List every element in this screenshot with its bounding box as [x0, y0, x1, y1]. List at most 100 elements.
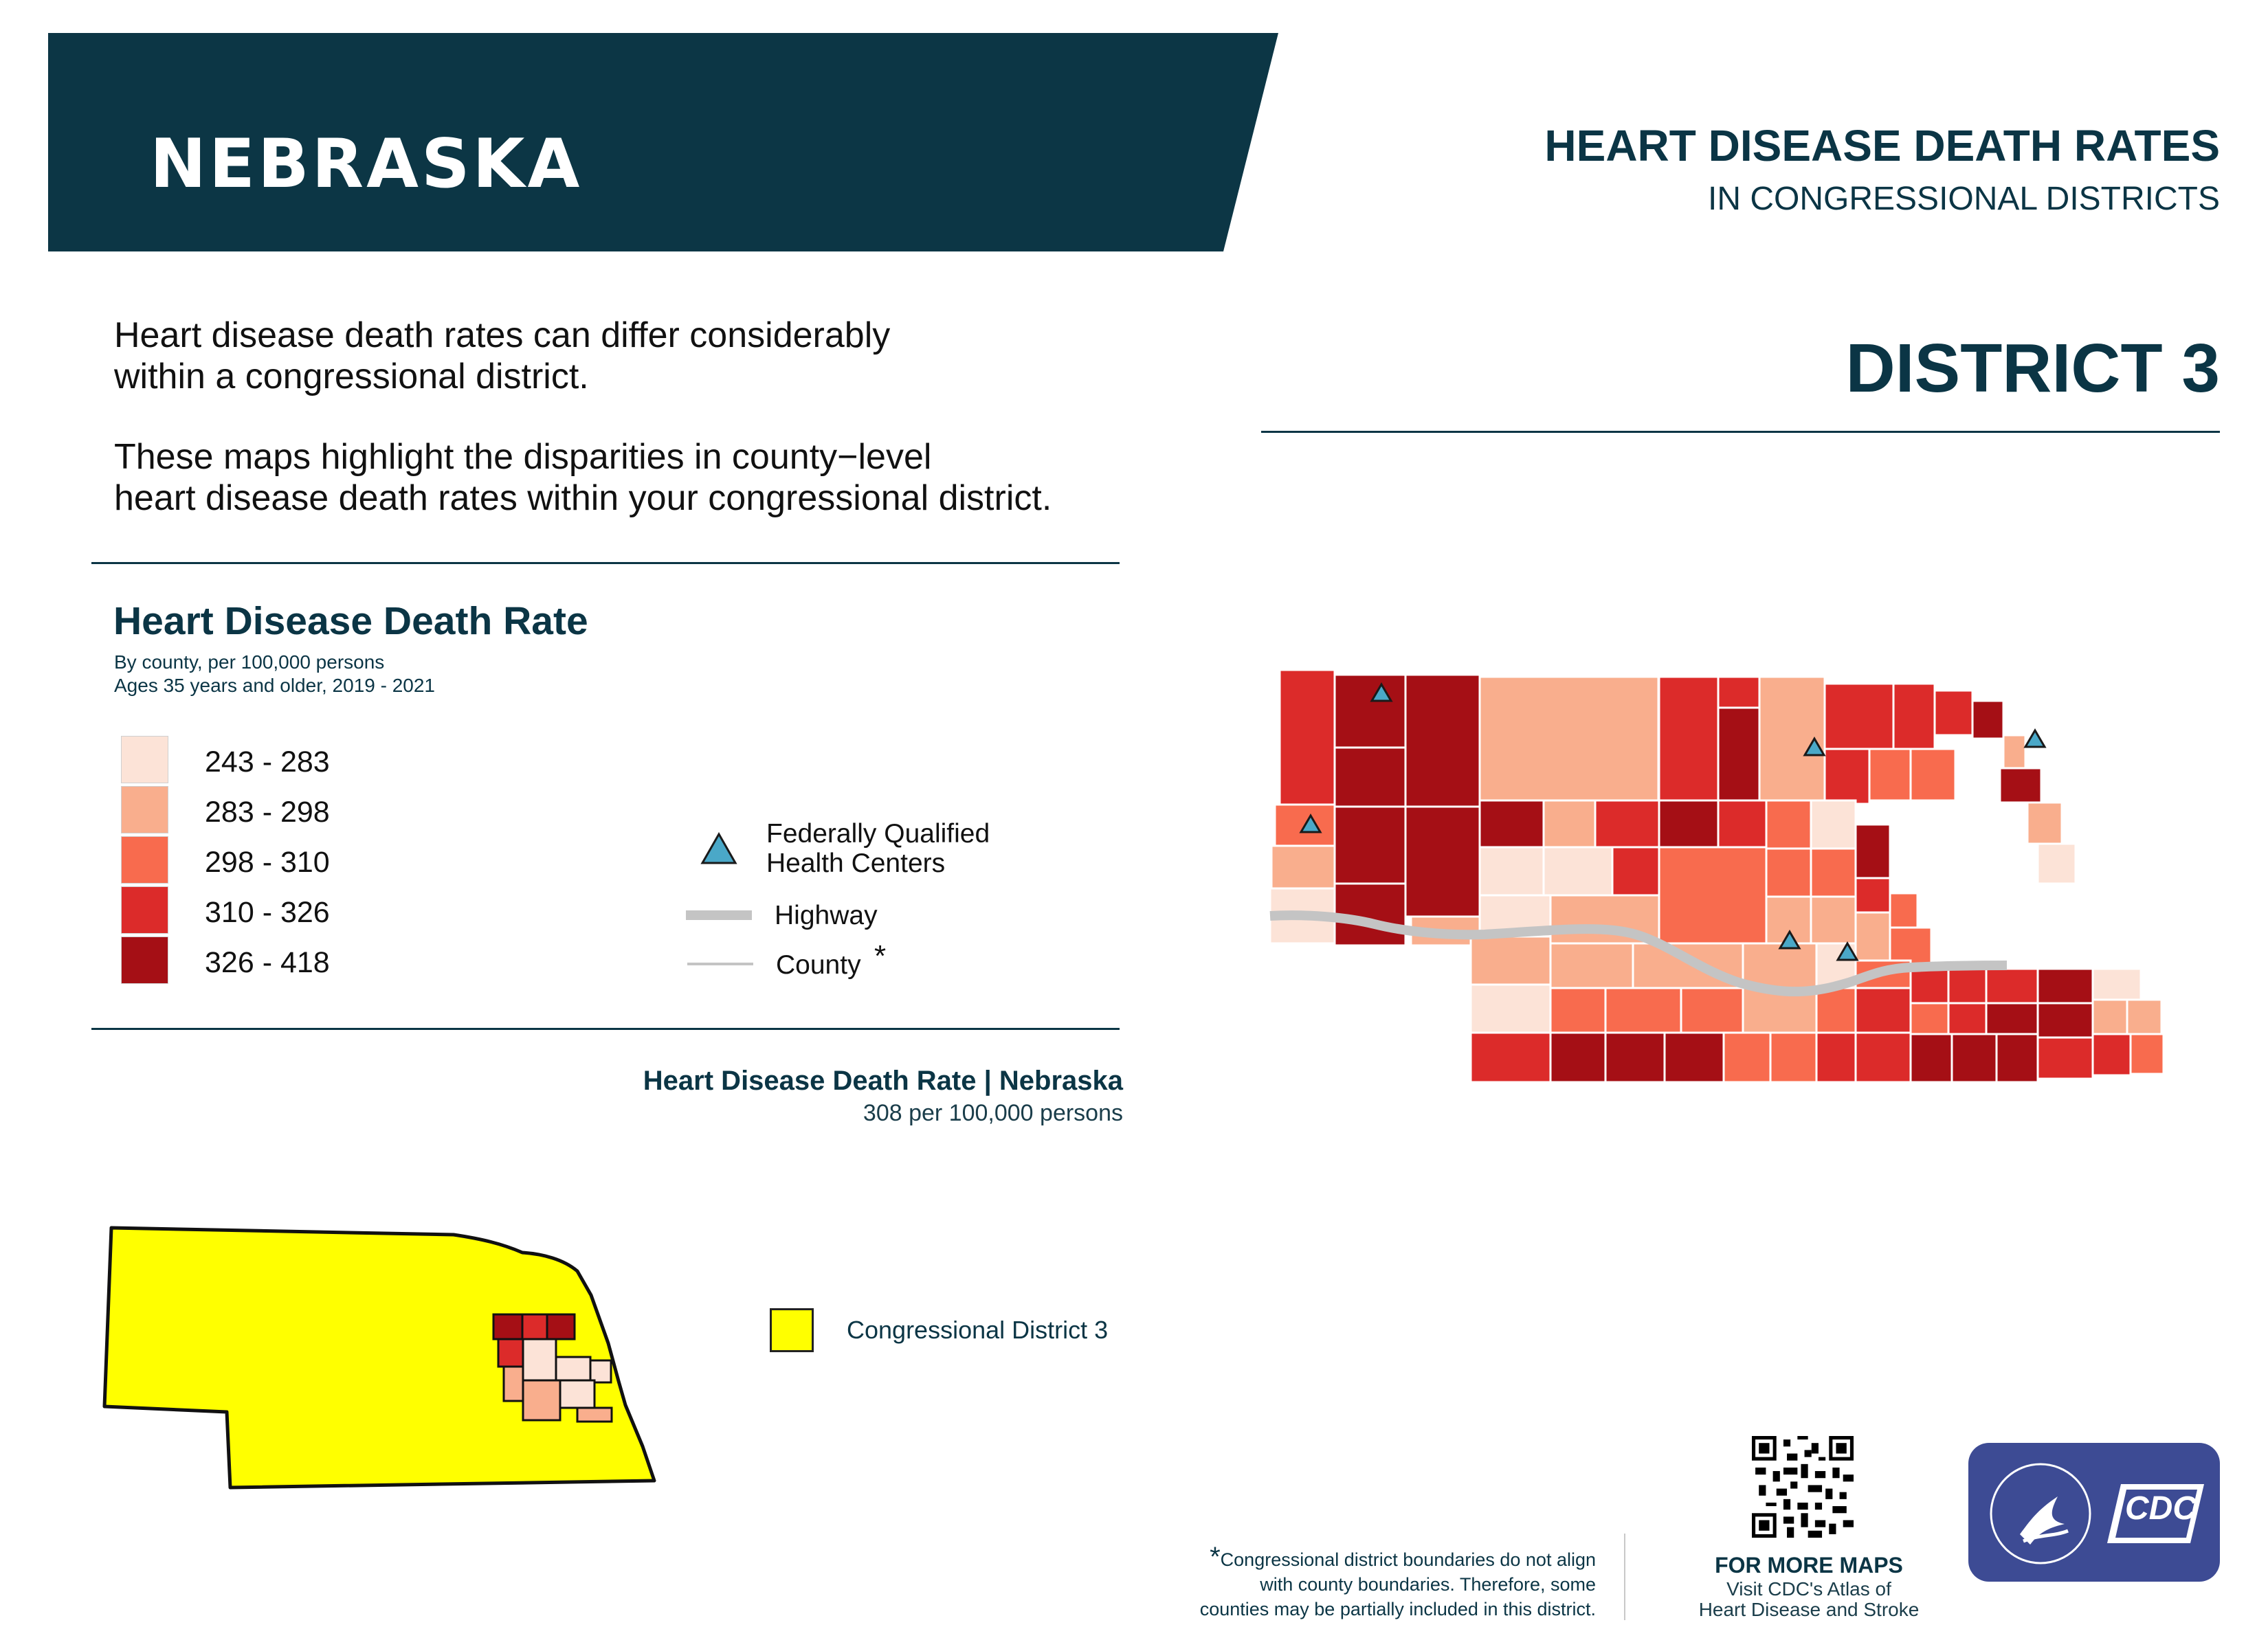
county [1717, 706, 1761, 802]
footnote-line: *Congressional district boundaries do no… [1210, 1542, 1596, 1572]
county [1333, 805, 1407, 885]
county-legend-line [687, 963, 753, 965]
legend-subtitle-line: Ages 35 years and older, 2019 - 2021 [114, 675, 436, 696]
county [1604, 987, 1682, 1034]
county [1549, 942, 1634, 989]
highway-legend-label: Highway [775, 901, 878, 930]
footnote-line: counties may be partially included in th… [1199, 1599, 1596, 1619]
county [1909, 748, 1957, 802]
fqhc-legend-icon [700, 831, 737, 864]
qr-code[interactable] [1752, 1436, 1854, 1538]
hhs-seal-icon [1990, 1463, 2091, 1564]
county [1469, 935, 1552, 986]
county [1999, 767, 2043, 804]
county [2091, 967, 2142, 1001]
county [1717, 675, 1761, 709]
county [2036, 1036, 2094, 1080]
fqhc-legend-line: Federally Qualified [766, 819, 990, 849]
district-label: DISTRICT 3 [1845, 330, 2220, 407]
county [1478, 846, 1545, 897]
county [1810, 847, 1857, 898]
county [1889, 892, 1919, 929]
district-county [502, 1365, 524, 1402]
county [1995, 1033, 2039, 1084]
district-county [522, 1338, 557, 1382]
fqhc-legend-label: Federally Qualified Health Centers [766, 819, 990, 878]
county [1985, 967, 2039, 1005]
intro-line: Heart disease death rates can differ con… [114, 315, 891, 355]
district-legend-label: Congressional District 3 [847, 1316, 1109, 1344]
legend-title: Heart Disease Death Rate [113, 599, 588, 643]
fqhc-marker [1370, 682, 1393, 702]
county [1769, 1031, 1818, 1084]
county [1542, 799, 1597, 849]
county [1658, 675, 1720, 802]
county [1947, 1002, 1988, 1035]
county [1765, 799, 1812, 850]
report-title: HEART DISEASE DEATH RATES [1544, 121, 2220, 170]
county [1333, 673, 1407, 749]
district-county [521, 1313, 548, 1340]
county [1278, 669, 1336, 806]
county [1933, 689, 1974, 737]
fqhc-marker [1803, 737, 1826, 756]
county [1815, 987, 1857, 1034]
highway-legend-line [686, 910, 752, 920]
county [2036, 842, 2077, 885]
county [1611, 846, 1660, 897]
atlas-line: Heart Disease and Stroke [1698, 1599, 1920, 1620]
fqhc-marker [1299, 814, 1322, 833]
district-county [589, 1359, 612, 1384]
legend-bin-label: 326 - 418 [205, 946, 330, 979]
highway-line [1269, 910, 2008, 997]
county [1892, 682, 1936, 750]
county [1663, 1031, 1725, 1084]
county-legend-label: County [776, 950, 861, 980]
county [1823, 748, 1871, 805]
legend-swatch-1 [121, 736, 168, 783]
county [2026, 801, 2063, 845]
county [1742, 942, 1818, 989]
legend-swatch-5 [121, 936, 168, 984]
county [2091, 998, 2128, 1035]
county [1478, 799, 1545, 849]
county [1971, 699, 2005, 740]
county [2036, 967, 2094, 1005]
district-county [555, 1356, 592, 1382]
nebraska-outline [102, 1226, 656, 1490]
county [1722, 1031, 1772, 1084]
county [1604, 1031, 1666, 1084]
county [1854, 911, 1891, 962]
intro-line: within a congressional district. [114, 357, 589, 396]
atlas-link[interactable]: Visit CDC's Atlas of Heart Disease and S… [1637, 1579, 1981, 1620]
county [2091, 1033, 2132, 1077]
district-locator-map [102, 1226, 656, 1490]
county [1680, 987, 1744, 1034]
fqhc-legend-line: Health Centers [766, 849, 946, 878]
legend-divider [91, 1028, 1120, 1030]
county [1909, 1033, 1953, 1084]
county [2129, 1033, 2165, 1075]
intro-line: heart disease death rates within your co… [114, 478, 1052, 518]
intro-paragraph-2: These maps highlight the disparities in … [114, 436, 1052, 519]
county [1810, 895, 1857, 945]
cdc-logo-text: CDC [2125, 1490, 2197, 1527]
county [1404, 673, 1481, 808]
legend-bin-label: 310 - 326 [205, 896, 330, 929]
state-banner [48, 33, 1278, 251]
header-divider [1261, 431, 2220, 433]
county [1549, 987, 1607, 1034]
state-rate-value: 308 per 100,000 persons [863, 1100, 1123, 1126]
legend-bin-label: 283 - 298 [205, 796, 330, 829]
legend-swatch-2 [121, 786, 168, 833]
county [1985, 1002, 2039, 1035]
more-maps-heading[interactable]: FOR MORE MAPS [1715, 1553, 1903, 1578]
fqhc-marker [1778, 930, 1801, 950]
legend-subtitle: By county, per 100,000 persons Ages 35 y… [114, 651, 435, 697]
district-county [559, 1379, 596, 1409]
cdc-logo-icon [2107, 1484, 2204, 1543]
atlas-line: Visit CDC's Atlas of [1726, 1578, 1891, 1600]
county [1950, 1033, 1998, 1084]
county [1717, 799, 1768, 849]
state-title: NEBRASKA [150, 125, 583, 203]
